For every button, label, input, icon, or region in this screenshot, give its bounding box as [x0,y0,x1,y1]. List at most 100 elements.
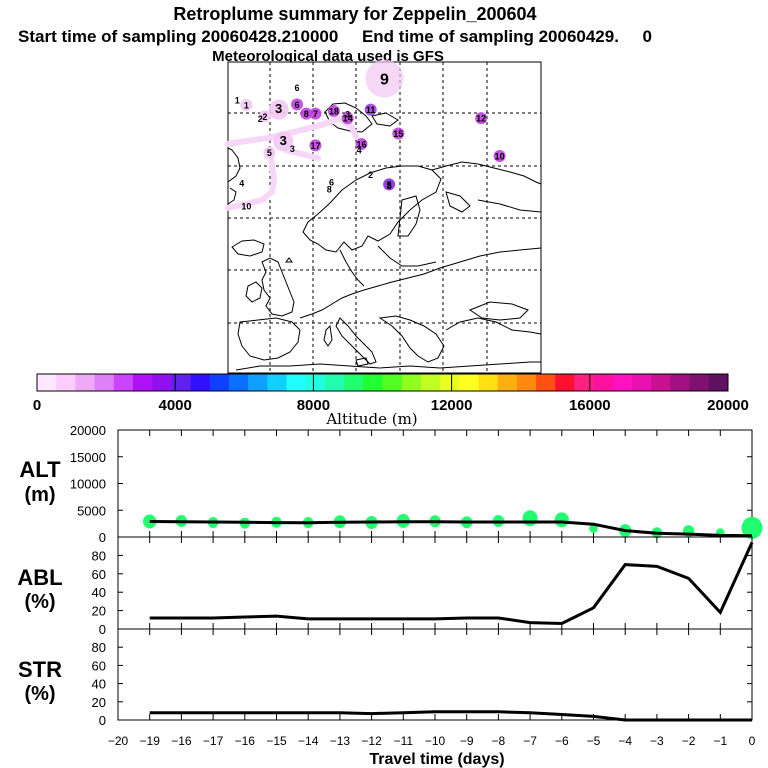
colorbar-swatch [152,374,172,391]
colorbar-swatch [382,374,403,391]
plume-cluster-label: 18 [329,106,339,116]
colorbar-swatch [708,374,729,391]
plume-cluster-circle [383,178,396,191]
plume-cluster-label: 1 [244,101,249,111]
panel-ylabel-unit: (%) [24,683,55,705]
colorbar-swatch [689,374,710,391]
plume-cluster-label: 15 [393,129,403,139]
plume-cluster-circle [268,99,289,120]
coastline [237,317,301,361]
alt-marker [741,516,763,539]
y-tick-label: 40 [92,585,106,600]
colorbar-swatch [132,374,153,391]
panel-ylabel: STR [18,657,62,682]
figure-subtitle: Start time of sampling 20060428.210000 E… [18,27,652,46]
coastline [335,317,377,365]
coastline [339,249,365,287]
colorbar-swatch [536,374,556,391]
x-axis-label: Travel time (days) [369,751,504,768]
map-number-mark: 4 [357,145,362,155]
x-tick-label: −10 [425,734,446,748]
colorbar-swatch [555,374,575,391]
colorbar-swatch [37,374,57,391]
map-number-mark: 3 [345,110,350,120]
colorbar-swatch [401,374,422,391]
colorbar-swatch [248,374,268,391]
plume-cluster-label: 17 [310,141,320,151]
x-tick-label: −20 [108,734,129,748]
colorbar-frame [36,373,729,392]
coastline [468,301,529,321]
x-tick-label: −9 [460,734,474,748]
colorbar-tick-label: 4000 [159,397,192,414]
plume-cluster-circle [327,104,340,117]
x-tick-label: −16 [235,734,256,748]
coastline [477,199,542,213]
plume-trail [283,147,321,161]
coastline [302,165,442,253]
colorbar-tick-label: 12000 [431,397,473,414]
plume-cluster-label: 3 [280,133,287,148]
colorbar-swatch [94,374,115,391]
plume-cluster-circle [365,59,404,98]
colorbar-swatch [651,374,671,391]
y-tick-label: 20000 [70,423,106,438]
x-tick-label: −12 [361,734,382,748]
plume-cluster-label: 10 [495,151,505,161]
colorbar-label: Altitude (m) [325,410,417,428]
plume-cluster-circle [309,139,322,152]
plume-cluster-label: 6 [295,100,300,110]
altitude-colorbar: 0 4000 8000 12000 16000 20000 [33,373,749,414]
map-number-mark: 3 [290,144,295,154]
colorbar-swatch [593,374,614,391]
y-tick-label: 0 [99,530,106,545]
colorbar-swatch [113,374,134,391]
colorbar-tick-label: 20000 [707,397,749,414]
coastline [355,357,369,367]
x-tick-label: −17 [203,734,224,748]
map-number-mark: 10 [241,202,251,212]
plume-cluster-circle [493,149,506,162]
colorbar-swatch [190,374,211,391]
colorbar-swatch [286,374,307,391]
coastline [377,245,437,267]
map-coastlines [227,102,542,371]
plume-cluster-label: 7 [313,109,318,119]
plume-cluster-label: 5 [387,180,392,190]
colorbar-swatch [497,374,518,391]
figure-title: Retroplume summary for Zeppelin_200604 [173,4,536,24]
map-number-mark: 6 [329,178,334,188]
coastline [324,102,373,133]
panel-ylabel: ALT [19,457,61,482]
plume-cluster-label: 12 [476,114,486,124]
x-tick-label: −11 [394,734,414,748]
x-tick-label: −3 [650,734,664,748]
y-tick-label: 5000 [77,503,106,518]
colorbar-swatch [344,374,364,391]
colorbar-tick-label: 0 [33,397,41,414]
colorbar-swatch [459,374,479,391]
colorbar-swatch [209,374,230,391]
map-number-mark: 8 [327,184,332,194]
plume-cluster-circle [364,103,377,116]
plume-cluster-circle [240,99,253,112]
y-tick-label: 80 [92,640,106,655]
coastline [445,317,542,335]
map-graticule [228,62,541,373]
x-tick-label: −14 [298,734,319,748]
time-series-panels: 05000100001500020000ALT(m)020406080ABL(%… [17,423,763,748]
colorbar-swatch [75,374,95,391]
colorbar-swatch [363,374,383,391]
y-tick-label: 15000 [70,450,106,465]
coastline [285,257,293,263]
plume-cluster-circle [300,107,313,120]
colorbar-swatch [324,374,345,391]
map-number-mark: 4 [239,178,244,188]
map-number-mark: 1 [235,96,240,106]
x-tick-label: −7 [523,734,537,748]
x-tick-label: −13 [330,734,351,748]
y-tick-label: 0 [99,713,106,728]
alt-marker [143,514,157,529]
